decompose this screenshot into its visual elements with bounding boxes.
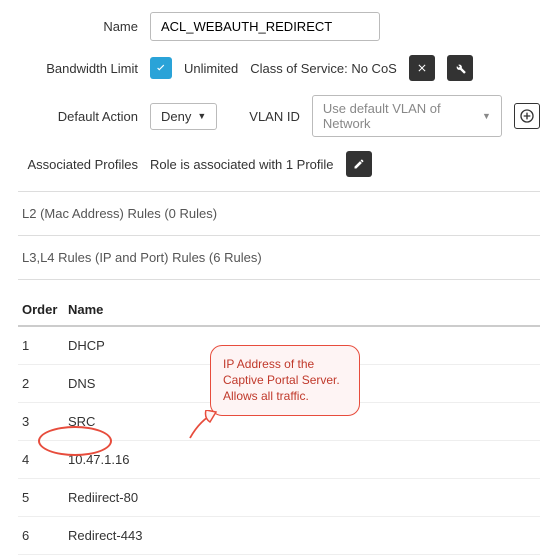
- separator: [18, 235, 540, 236]
- cos-text: Class of Service: No CoS: [250, 61, 397, 76]
- add-button[interactable]: [514, 103, 540, 129]
- edit-icon[interactable]: [346, 151, 372, 177]
- bandwidth-checkbox[interactable]: [150, 57, 172, 79]
- unlimited-text: Unlimited: [184, 61, 238, 76]
- separator: [18, 191, 540, 192]
- vlan-placeholder: Use default VLAN of Network: [323, 101, 476, 131]
- rule-order: 1: [22, 338, 68, 353]
- separator: [18, 279, 540, 280]
- callout-box: IP Address of the Captive Portal Server.…: [210, 345, 360, 416]
- vlan-select[interactable]: Use default VLAN of Network ▼: [312, 95, 502, 137]
- rule-order: 3: [22, 414, 68, 429]
- rule-name: Rediirect-80: [68, 490, 536, 505]
- table-row[interactable]: 6Redirect-443: [18, 517, 540, 555]
- rule-name: Redirect-443: [68, 528, 536, 543]
- rule-order: 4: [22, 452, 68, 467]
- assoc-text: Role is associated with 1 Profile: [150, 157, 334, 172]
- table-row[interactable]: 410.47.1.16: [18, 441, 540, 479]
- default-action-label: Default Action: [18, 109, 138, 124]
- wrench-icon[interactable]: [447, 55, 473, 81]
- chevron-down-icon: ▼: [482, 111, 491, 121]
- name-input[interactable]: [150, 12, 380, 41]
- close-icon[interactable]: [409, 55, 435, 81]
- callout-text: IP Address of the Captive Portal Server.…: [223, 357, 340, 403]
- rule-order: 6: [22, 528, 68, 543]
- l2-section-title: L2 (Mac Address) Rules (0 Rules): [22, 206, 540, 221]
- chevron-down-icon: ▼: [197, 111, 206, 121]
- table-row[interactable]: 5Rediirect-80: [18, 479, 540, 517]
- col-order-header: Order: [22, 302, 68, 317]
- rule-name: SRC: [68, 414, 536, 429]
- vlan-label: VLAN ID: [249, 109, 300, 124]
- name-label: Name: [18, 19, 138, 34]
- rule-name: 10.47.1.16: [68, 452, 536, 467]
- table-header: Order Name: [18, 294, 540, 327]
- rule-order: 5: [22, 490, 68, 505]
- bandwidth-label: Bandwidth Limit: [18, 61, 138, 76]
- default-action-value: Deny: [161, 109, 191, 124]
- default-action-select[interactable]: Deny ▼: [150, 103, 217, 130]
- rule-order: 2: [22, 376, 68, 391]
- assoc-label: Associated Profiles: [18, 157, 138, 172]
- col-name-header: Name: [68, 302, 536, 317]
- l3l4-section-title: L3,L4 Rules (IP and Port) Rules (6 Rules…: [22, 250, 540, 265]
